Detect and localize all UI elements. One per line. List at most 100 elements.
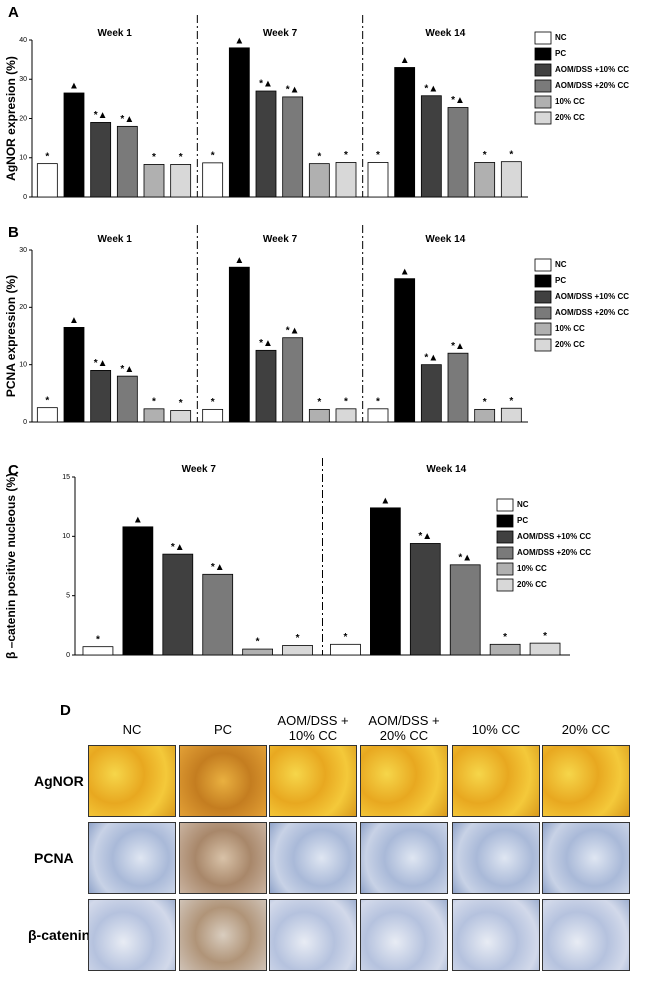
legend-label: NC (517, 500, 529, 509)
y-tick-label: 10 (19, 362, 27, 369)
bar (143, 164, 165, 198)
legend-swatch (496, 546, 514, 560)
significance-mark: *▲ (286, 85, 300, 96)
significance-mark: * (317, 151, 321, 162)
row-header: β-catenin (28, 927, 91, 943)
significance-mark: *▲ (424, 352, 438, 363)
bar (282, 96, 304, 198)
week-label: Week 7 (262, 28, 298, 39)
bar (162, 553, 194, 656)
significance-mark: *▲ (94, 358, 108, 369)
bar (82, 646, 114, 656)
week-label: Week 14 (426, 464, 467, 475)
micrograph (179, 899, 267, 971)
micrograph (542, 899, 630, 971)
significance-mark: * (509, 149, 513, 160)
bar (63, 92, 85, 198)
micrograph (542, 745, 630, 817)
row-header: PCNA (34, 850, 74, 866)
panel-label: B (8, 224, 19, 241)
bar (202, 162, 224, 198)
y-axis-label: PCNA expression (%) (4, 275, 18, 397)
micrograph (452, 745, 540, 817)
y-tick-label: 5 (66, 593, 70, 600)
y-tick-label: 10 (62, 533, 70, 540)
significance-mark: * (296, 633, 300, 644)
bar (474, 408, 496, 423)
y-tick-label: 0 (23, 194, 27, 201)
significance-mark: * (152, 396, 156, 407)
bar (143, 408, 165, 423)
bar (90, 369, 112, 423)
legend-label: 10% CC (555, 97, 585, 106)
y-tick-label: 10 (19, 155, 27, 162)
significance-mark: *▲ (94, 110, 108, 121)
significance-mark: *▲ (458, 552, 472, 563)
significance-mark: *▲ (171, 542, 185, 553)
micrograph (360, 745, 448, 817)
y-tick-label: 15 (62, 474, 70, 481)
legend-label: AOM/DSS +20% CC (555, 308, 629, 317)
bar (335, 162, 357, 198)
column-header: 20% CC (561, 722, 611, 737)
bar (447, 352, 469, 423)
significance-mark: ▲ (234, 255, 244, 266)
significance-mark: * (45, 151, 49, 162)
week-label: Week 14 (425, 234, 466, 245)
significance-mark: *▲ (259, 338, 273, 349)
micrograph (88, 745, 176, 817)
bar (116, 375, 138, 423)
bar (170, 164, 192, 198)
legend-swatch (496, 530, 514, 544)
legend-label: PC (517, 516, 528, 525)
y-axis-label: AgNOR expresion (%) (4, 56, 18, 181)
column-header: AOM/DSS + 10% CC (277, 713, 349, 743)
bar (282, 337, 304, 423)
significance-mark: * (179, 152, 183, 163)
legend-swatch (496, 498, 514, 512)
legend-label: PC (555, 49, 566, 58)
row-header: AgNOR (34, 773, 84, 789)
legend-label: PC (555, 276, 566, 285)
bar (202, 408, 224, 423)
bar (242, 648, 274, 656)
bar (36, 407, 58, 423)
significance-mark: *▲ (418, 531, 432, 542)
micrograph (88, 899, 176, 971)
significance-mark: *▲ (451, 341, 465, 352)
bar (394, 278, 416, 423)
bar (116, 125, 138, 198)
y-tick-label: 30 (19, 76, 27, 83)
bar (170, 410, 192, 423)
micrograph (179, 745, 267, 817)
legend-label: AOM/DSS +10% CC (555, 65, 629, 74)
legend-swatch (496, 578, 514, 592)
legend-swatch (534, 258, 552, 272)
legend-label: 20% CC (555, 113, 585, 122)
legend-label: NC (555, 260, 567, 269)
significance-mark: * (211, 150, 215, 161)
significance-mark: ▲ (400, 266, 410, 277)
legend-label: AOM/DSS +20% CC (555, 81, 629, 90)
bar (36, 163, 58, 198)
significance-mark: *▲ (120, 114, 134, 125)
legend-swatch (534, 274, 552, 288)
significance-mark: * (483, 397, 487, 408)
significance-mark: ▲ (400, 55, 410, 66)
legend-swatch (534, 31, 552, 45)
micrograph (360, 899, 448, 971)
significance-mark: ▲ (380, 495, 390, 506)
bar (330, 643, 361, 656)
micrograph (88, 822, 176, 894)
bar (394, 67, 416, 198)
significance-mark: ▲ (234, 35, 244, 46)
significance-mark: * (483, 150, 487, 161)
bar (255, 349, 277, 423)
bar (449, 564, 481, 656)
bar (308, 408, 330, 423)
y-tick-label: 0 (23, 419, 27, 426)
significance-mark: *▲ (286, 325, 300, 336)
